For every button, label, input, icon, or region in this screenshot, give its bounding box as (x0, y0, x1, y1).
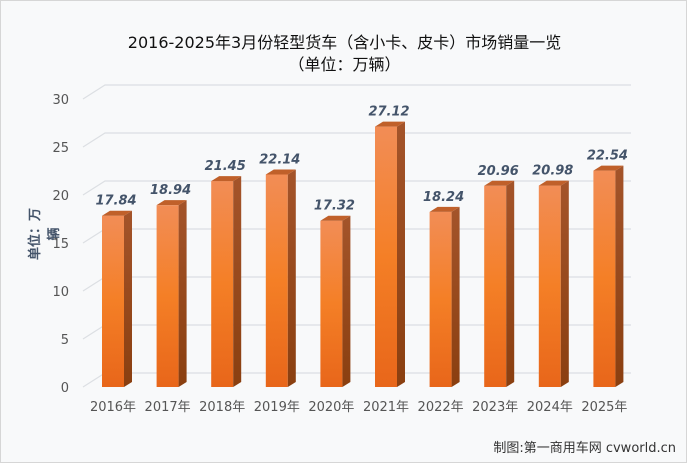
bar-side (615, 165, 624, 387)
bar-side (342, 215, 351, 387)
data-label: 22.54 (587, 149, 628, 164)
bar (211, 181, 234, 387)
x-tick-label: 2024年 (527, 400, 573, 415)
data-label: 17.84 (95, 194, 136, 209)
bar-top (484, 180, 515, 186)
x-tick-label: 2025年 (581, 400, 627, 415)
y-tick-label: 20 (52, 189, 69, 204)
x-tick-label: 2021年 (363, 400, 409, 415)
bar-top (375, 121, 405, 127)
bar-top (320, 215, 351, 221)
x-tick-label: 2019年 (254, 400, 300, 415)
data-label: 18.94 (150, 183, 191, 198)
bar (429, 211, 452, 387)
bar-top (538, 180, 569, 186)
x-tick-label: 2022年 (418, 400, 464, 415)
y-tick-label: 25 (52, 141, 69, 156)
x-tick-label: 2018年 (199, 400, 245, 415)
credit-text: 制图:第一商用车网 cvworld.cn (493, 441, 676, 456)
bar-side (124, 210, 132, 387)
y-tick-label: 30 (52, 93, 69, 108)
bar (375, 126, 397, 387)
bar-top (102, 210, 132, 216)
bar-side (287, 169, 296, 387)
bar-top (156, 200, 187, 206)
chart-title: 2016-2025年3月份轻型货车（含小卡、皮卡）市场销量一览 (127, 33, 562, 52)
bar (593, 170, 616, 387)
bar-side (397, 121, 405, 387)
data-label: 20.96 (478, 164, 519, 179)
x-tick-label: 2023年 (472, 400, 518, 415)
x-tick-label: 2020年 (308, 400, 354, 415)
gridline (82, 132, 631, 148)
y-tick-label: 10 (52, 285, 69, 300)
y-tick-label: 15 (52, 237, 69, 252)
bar (320, 220, 343, 387)
bar (102, 215, 124, 387)
bar-side (451, 206, 460, 387)
data-label: 18.24 (423, 190, 464, 205)
y-tick-label: 0 (61, 381, 69, 396)
bar-top (429, 206, 460, 212)
bar-top (593, 165, 624, 171)
bar (538, 185, 561, 387)
bar-side (560, 180, 569, 387)
gridline (82, 84, 631, 100)
bar-top (265, 169, 296, 175)
data-label: 21.45 (205, 159, 246, 174)
data-label: 22.14 (259, 152, 300, 167)
bar-side (178, 200, 187, 387)
data-label: 20.98 (532, 164, 573, 179)
y-tick-label: 5 (61, 333, 69, 348)
bar-top (211, 176, 242, 182)
x-tick-label: 2016年 (90, 400, 136, 415)
data-label: 17.32 (314, 199, 355, 214)
gridline (82, 180, 631, 196)
chart-subtitle: （单位：万辆） (288, 55, 401, 74)
bar (156, 205, 179, 387)
bar (484, 185, 507, 387)
bar-side (233, 176, 242, 387)
data-label: 27.12 (368, 105, 409, 120)
x-tick-label: 2017年 (145, 400, 191, 415)
bar (265, 174, 288, 387)
bar-side (506, 180, 515, 387)
